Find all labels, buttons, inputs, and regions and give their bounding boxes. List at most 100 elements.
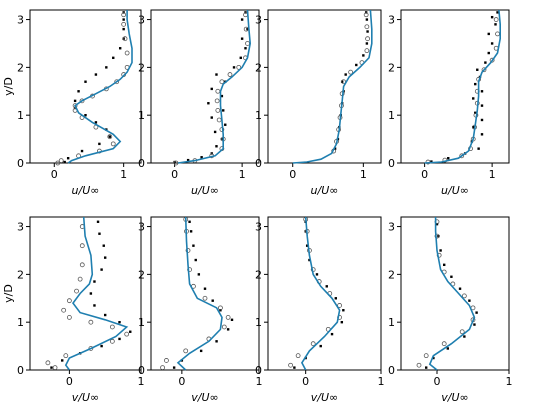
data-point-open	[121, 21, 127, 27]
data-point-dot	[447, 157, 450, 160]
data-point-dot	[463, 335, 466, 338]
x-tick-label: 0	[302, 375, 309, 388]
data-point-dot	[490, 15, 494, 19]
y-tick-label: 0	[138, 364, 145, 377]
data-point-dot	[215, 73, 218, 76]
data-point-dot	[475, 311, 478, 314]
data-point-dot	[437, 234, 440, 238]
x-tick-label: 1	[506, 375, 513, 388]
data-point-open	[66, 298, 72, 304]
data-point-open	[218, 305, 223, 311]
data-point-dot	[334, 297, 337, 300]
data-point-open	[52, 365, 58, 371]
x-tick-label: 1	[239, 168, 246, 181]
data-point-dot	[61, 359, 64, 362]
data-point-dot	[118, 320, 121, 324]
data-point-dot	[472, 97, 475, 100]
data-point-open	[434, 233, 440, 239]
x-tick-label: 0	[51, 168, 58, 181]
data-point-dot	[293, 366, 296, 369]
data-point-dot	[73, 99, 77, 103]
data-point-dot	[474, 111, 477, 114]
x-tick-label: 0	[289, 168, 296, 181]
data-point-dot	[240, 37, 244, 40]
data-point-open	[215, 88, 221, 94]
y-tick-label: 0	[388, 364, 395, 377]
data-point-dot	[226, 328, 230, 331]
data-point-dot	[103, 256, 107, 259]
data-point-dot	[490, 42, 494, 45]
plot-frame	[150, 9, 260, 164]
data-point-dot	[362, 54, 365, 57]
data-point-dot	[93, 304, 96, 307]
x-tick-label: 0	[66, 375, 73, 388]
data-point-open	[310, 341, 316, 347]
series-line	[176, 216, 223, 371]
series-line	[292, 9, 373, 164]
plot-frame	[400, 216, 510, 371]
data-point-dot	[344, 73, 347, 76]
data-point-open	[66, 315, 72, 320]
y-tick-label: 3	[138, 14, 145, 27]
chart-panel-top-4: 0 1 0 1 2 3 u/U∞	[388, 9, 510, 197]
data-point-dot	[96, 220, 100, 223]
y-tick-label: 2	[17, 61, 24, 74]
data-point-open	[481, 67, 487, 73]
data-point-open	[441, 341, 447, 347]
y-tick-label: 1	[17, 109, 24, 122]
data-point-open	[58, 158, 64, 164]
x-tick-label: 1	[378, 375, 385, 388]
data-point-open	[109, 324, 115, 330]
data-point-open	[183, 348, 189, 354]
data-point-dot	[474, 82, 477, 86]
series-line	[300, 216, 341, 371]
data-point-dot	[122, 37, 125, 40]
data-point-open	[461, 293, 467, 299]
data-point-dot	[342, 309, 345, 312]
data-point-dot	[425, 366, 428, 369]
data-point-dot	[210, 87, 213, 91]
data-point-dot	[66, 157, 70, 160]
x-tick-label: 1	[360, 168, 367, 181]
data-point-dot	[366, 30, 369, 33]
data-point-dot	[63, 160, 66, 164]
data-point-dot	[443, 263, 446, 267]
data-point-dot	[244, 47, 247, 50]
data-point-dot	[200, 156, 203, 159]
y-tick-label: 2	[138, 268, 145, 281]
x-axis-label: u/U∞	[441, 184, 469, 197]
y-tick-label: 1	[138, 316, 145, 329]
data-point-dot	[207, 102, 210, 105]
y-tick-label: 2	[388, 61, 395, 74]
data-point-open	[109, 338, 115, 344]
data-point-dot	[222, 109, 225, 112]
plot-frame	[267, 216, 382, 371]
data-point-open	[214, 98, 220, 104]
data-point-open	[493, 17, 499, 22]
plot-frame	[400, 9, 510, 164]
y-tick-label: 1	[388, 109, 395, 122]
y-tick-label: 3	[17, 14, 24, 27]
plot-frame	[150, 216, 260, 371]
data-point-dot	[84, 113, 87, 117]
data-point-dot	[94, 73, 98, 76]
data-point-open	[245, 41, 250, 46]
data-point-open	[79, 262, 85, 268]
data-point-dot	[197, 273, 201, 276]
data-point-open	[221, 324, 227, 330]
x-tick-label: 1	[489, 168, 496, 181]
plot-frame	[29, 9, 142, 164]
data-point-dot	[340, 80, 344, 83]
data-point-dot	[473, 323, 476, 326]
series-line	[64, 216, 129, 371]
data-point-dot	[224, 123, 227, 126]
data-point-open	[173, 160, 179, 166]
data-point-dot	[118, 47, 122, 50]
data-point-open	[122, 36, 128, 42]
x-axis-label: u/U∞	[72, 184, 100, 197]
data-point-dot	[220, 94, 224, 98]
data-point-dot	[484, 61, 487, 64]
